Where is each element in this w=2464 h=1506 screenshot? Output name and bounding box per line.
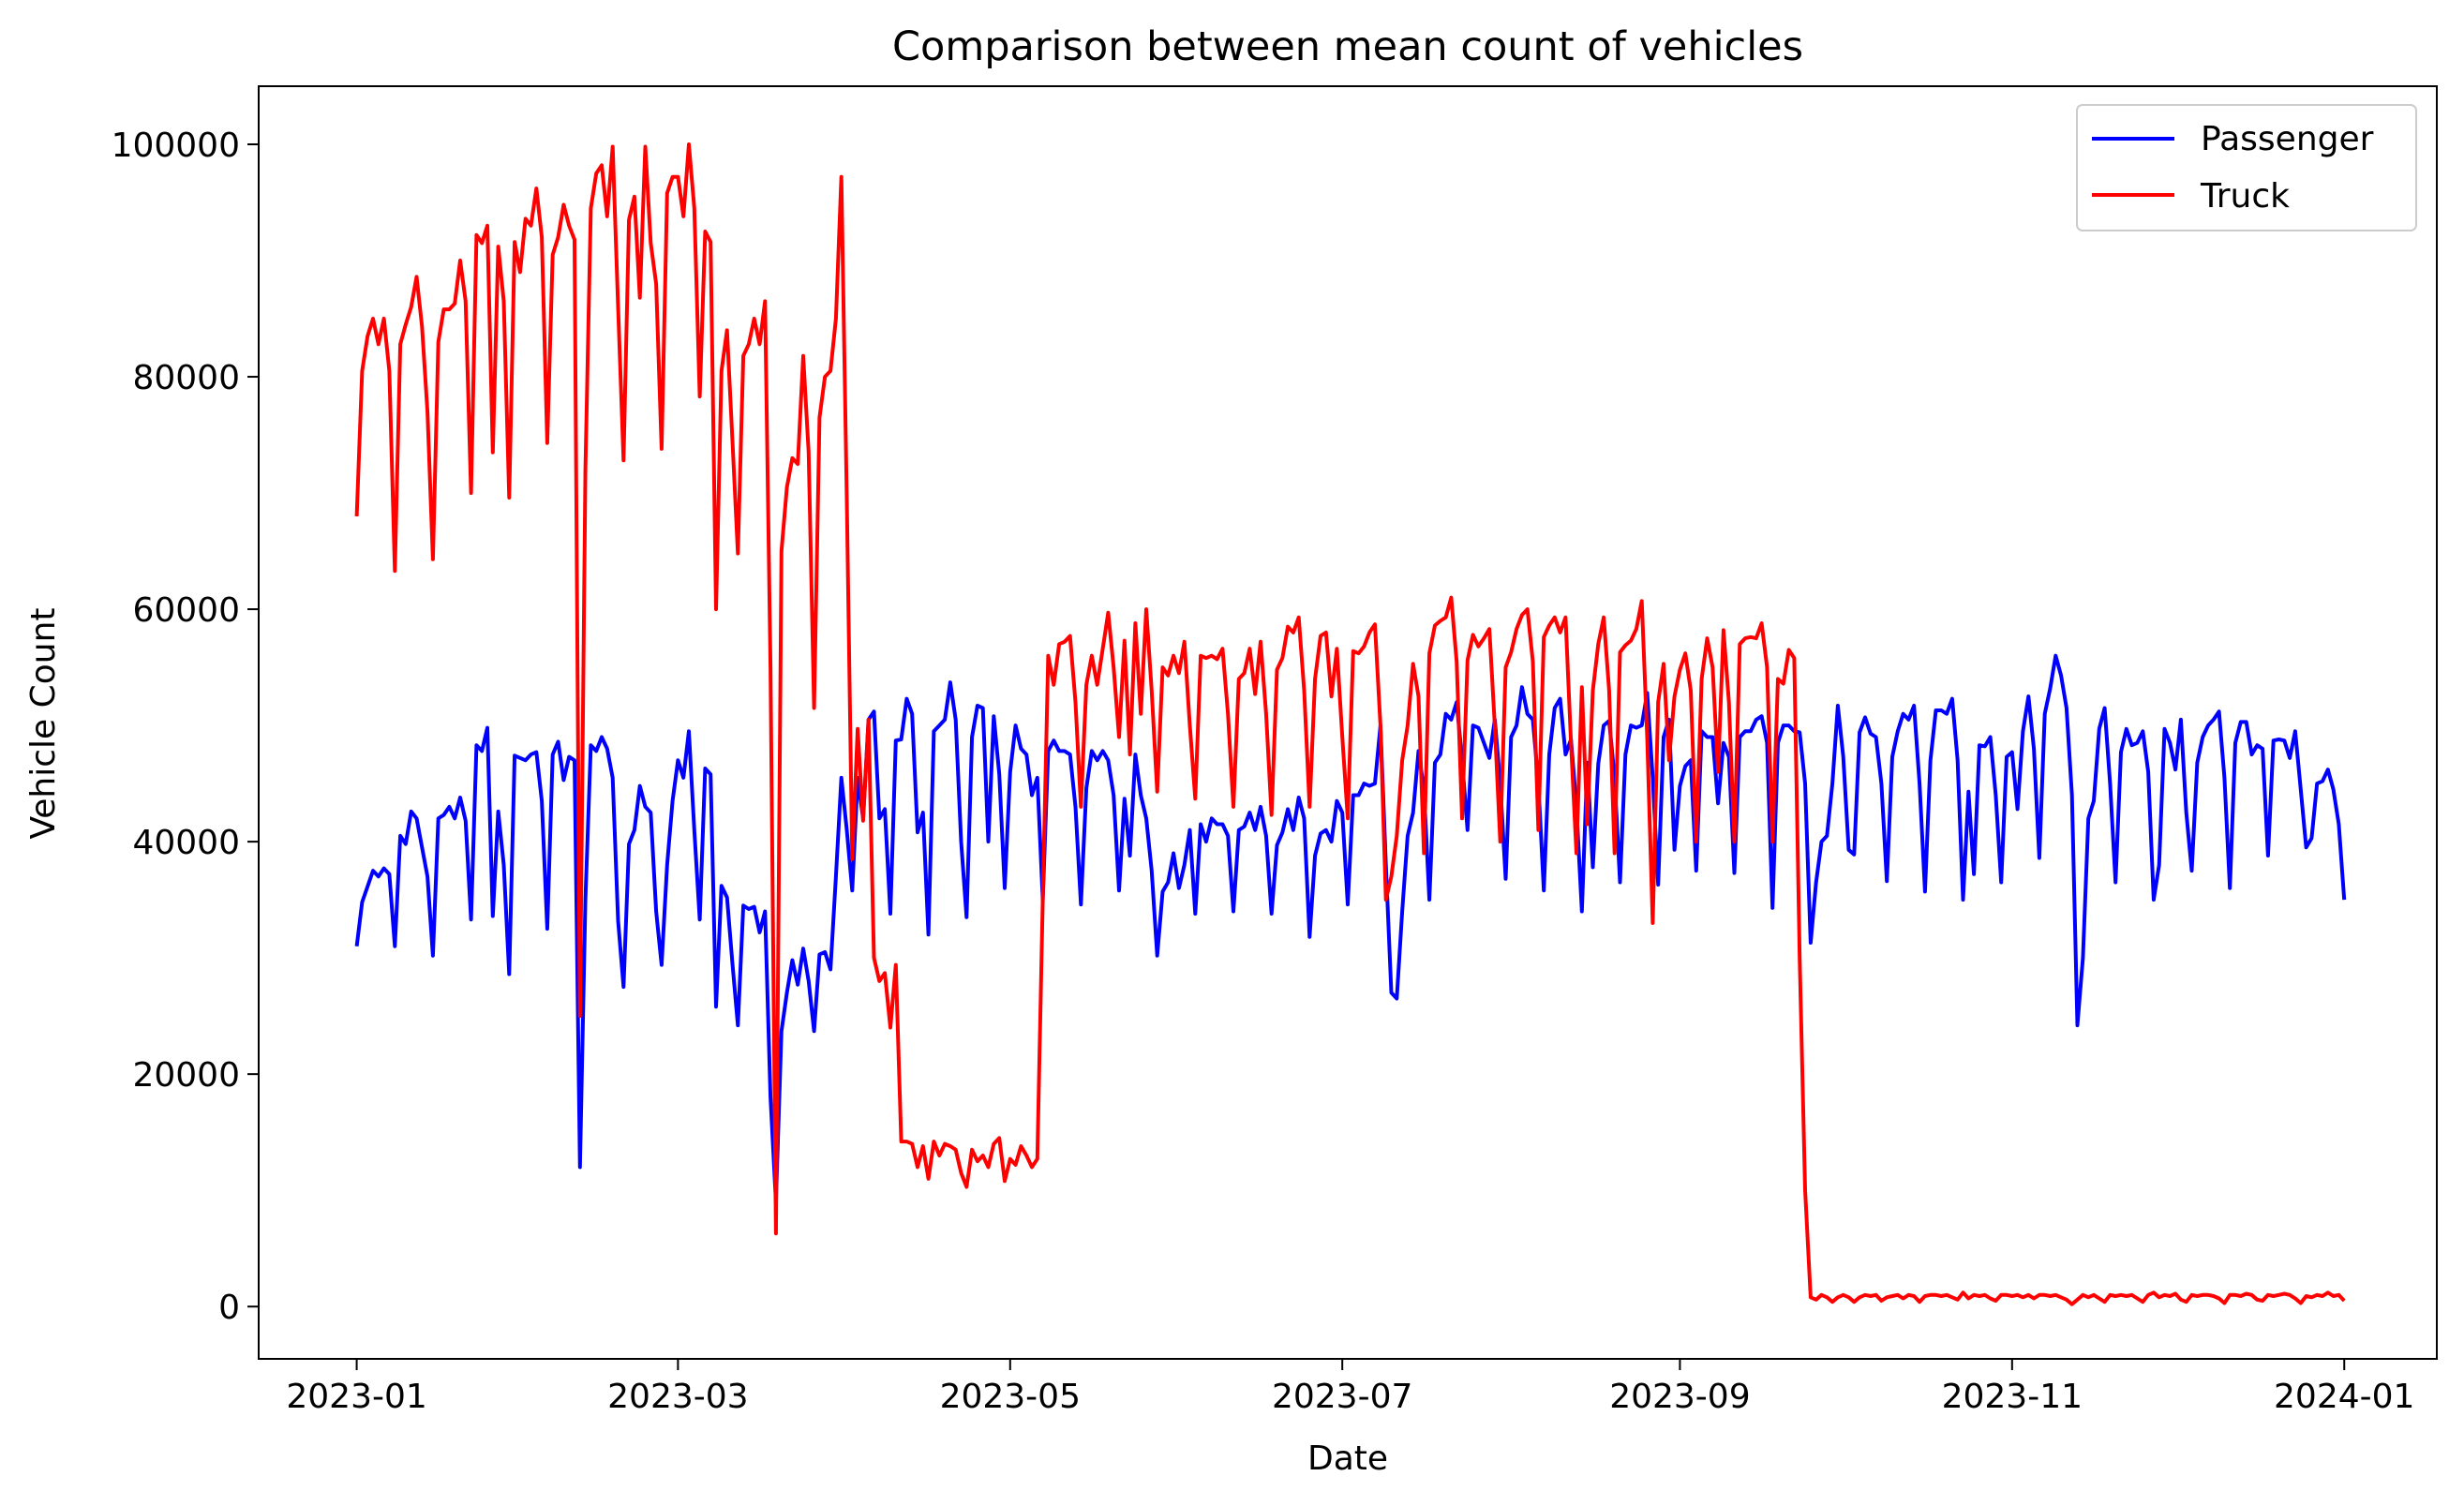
x-tick-label: 2023-01 (286, 1378, 426, 1416)
y-tick-label: 20000 (132, 1056, 240, 1095)
x-tick-label: 2023-05 (940, 1378, 1081, 1416)
x-tick-label: 2023-03 (607, 1378, 748, 1416)
y-tick-label: 60000 (132, 591, 240, 630)
x-axis-label: Date (1307, 1439, 1388, 1478)
legend-label-passenger: Passenger (2201, 120, 2374, 158)
plot-frame (258, 85, 2438, 1360)
y-tick-label: 80000 (132, 359, 240, 397)
legend-box (2076, 104, 2417, 231)
x-axis: 2023-01 2023-03 2023-05 2023-07 2023-09 2023-… (286, 1359, 2414, 1416)
series-line-passenger (354, 653, 2347, 1204)
legend-label-truck: Truck (2200, 177, 2290, 216)
y-tick-label: 40000 (132, 824, 240, 862)
x-tick-label: 2023-07 (1272, 1378, 1412, 1416)
x-tick-label: 2023-09 (1609, 1378, 1750, 1416)
y-tick-label: 0 (218, 1289, 240, 1327)
y-axis: 0 20000 40000 60000 80000 100000 (112, 127, 259, 1327)
x-tick-label: 2024-01 (2274, 1378, 2414, 1416)
x-tick-label: 2023-11 (1942, 1378, 2083, 1416)
chart-title: Comparison between mean count of vehicle… (892, 23, 1803, 70)
y-axis-label: Vehicle Count (24, 607, 63, 839)
series-line-truck (354, 142, 2346, 1306)
legend: Passenger Truck (2076, 104, 2417, 231)
y-tick-label: 100000 (112, 127, 240, 165)
series-layer (354, 142, 2347, 1306)
